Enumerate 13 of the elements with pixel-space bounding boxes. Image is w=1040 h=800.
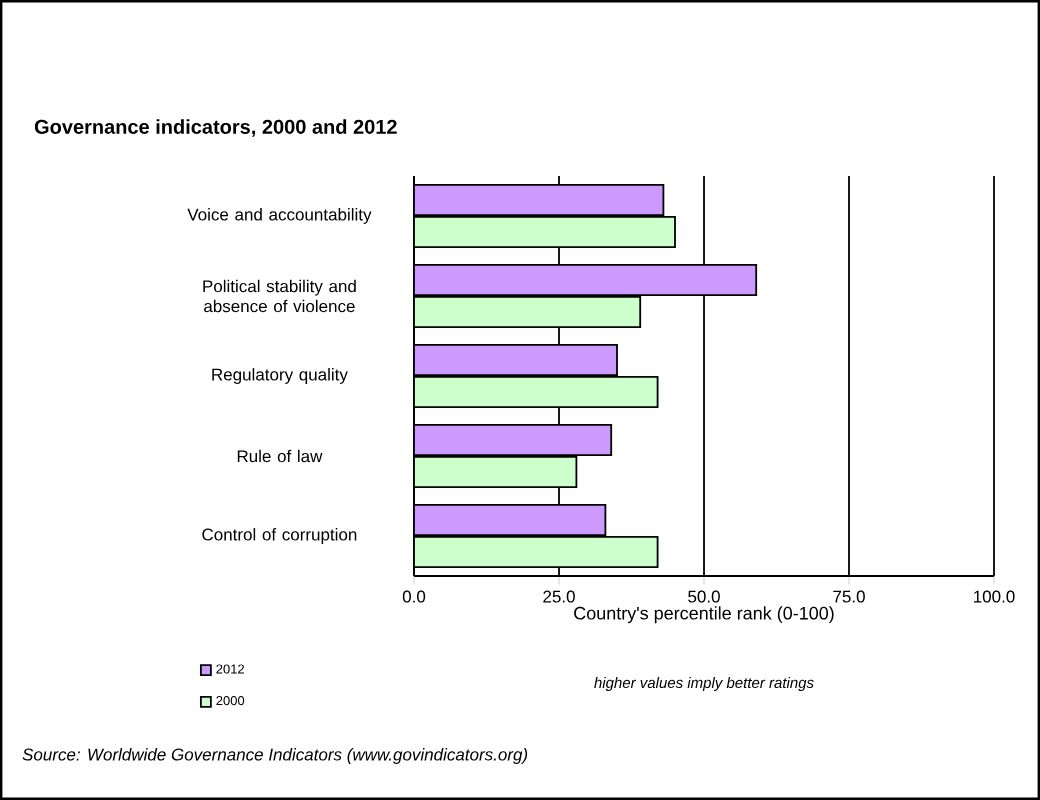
x-axis-title: Country's percentile rank (0-100)	[574, 606, 834, 624]
source-note: Source: Worldwide Governance Indicators (www.govindicators.org)	[22, 748, 528, 764]
y-tick-label: Regulatory quality	[212, 368, 348, 384]
y-tick-label: Political stability and absence of violence	[203, 279, 356, 313]
x-tick-label: 50.0	[688, 590, 720, 603]
text: Governance indicators, 2000 and 2012	[34, 119, 397, 137]
x-tick-label: 100.0	[974, 590, 1015, 603]
x-tick-label: 0.0	[402, 590, 426, 603]
y-tick-label: Control of corruption	[202, 528, 357, 544]
x-tick-label: 75.0	[833, 590, 865, 603]
y-tick-label: Rule of law	[237, 449, 323, 463]
y-tick-label: Voice and accountability	[187, 208, 372, 224]
x-tick-label: 25.0	[543, 590, 575, 603]
